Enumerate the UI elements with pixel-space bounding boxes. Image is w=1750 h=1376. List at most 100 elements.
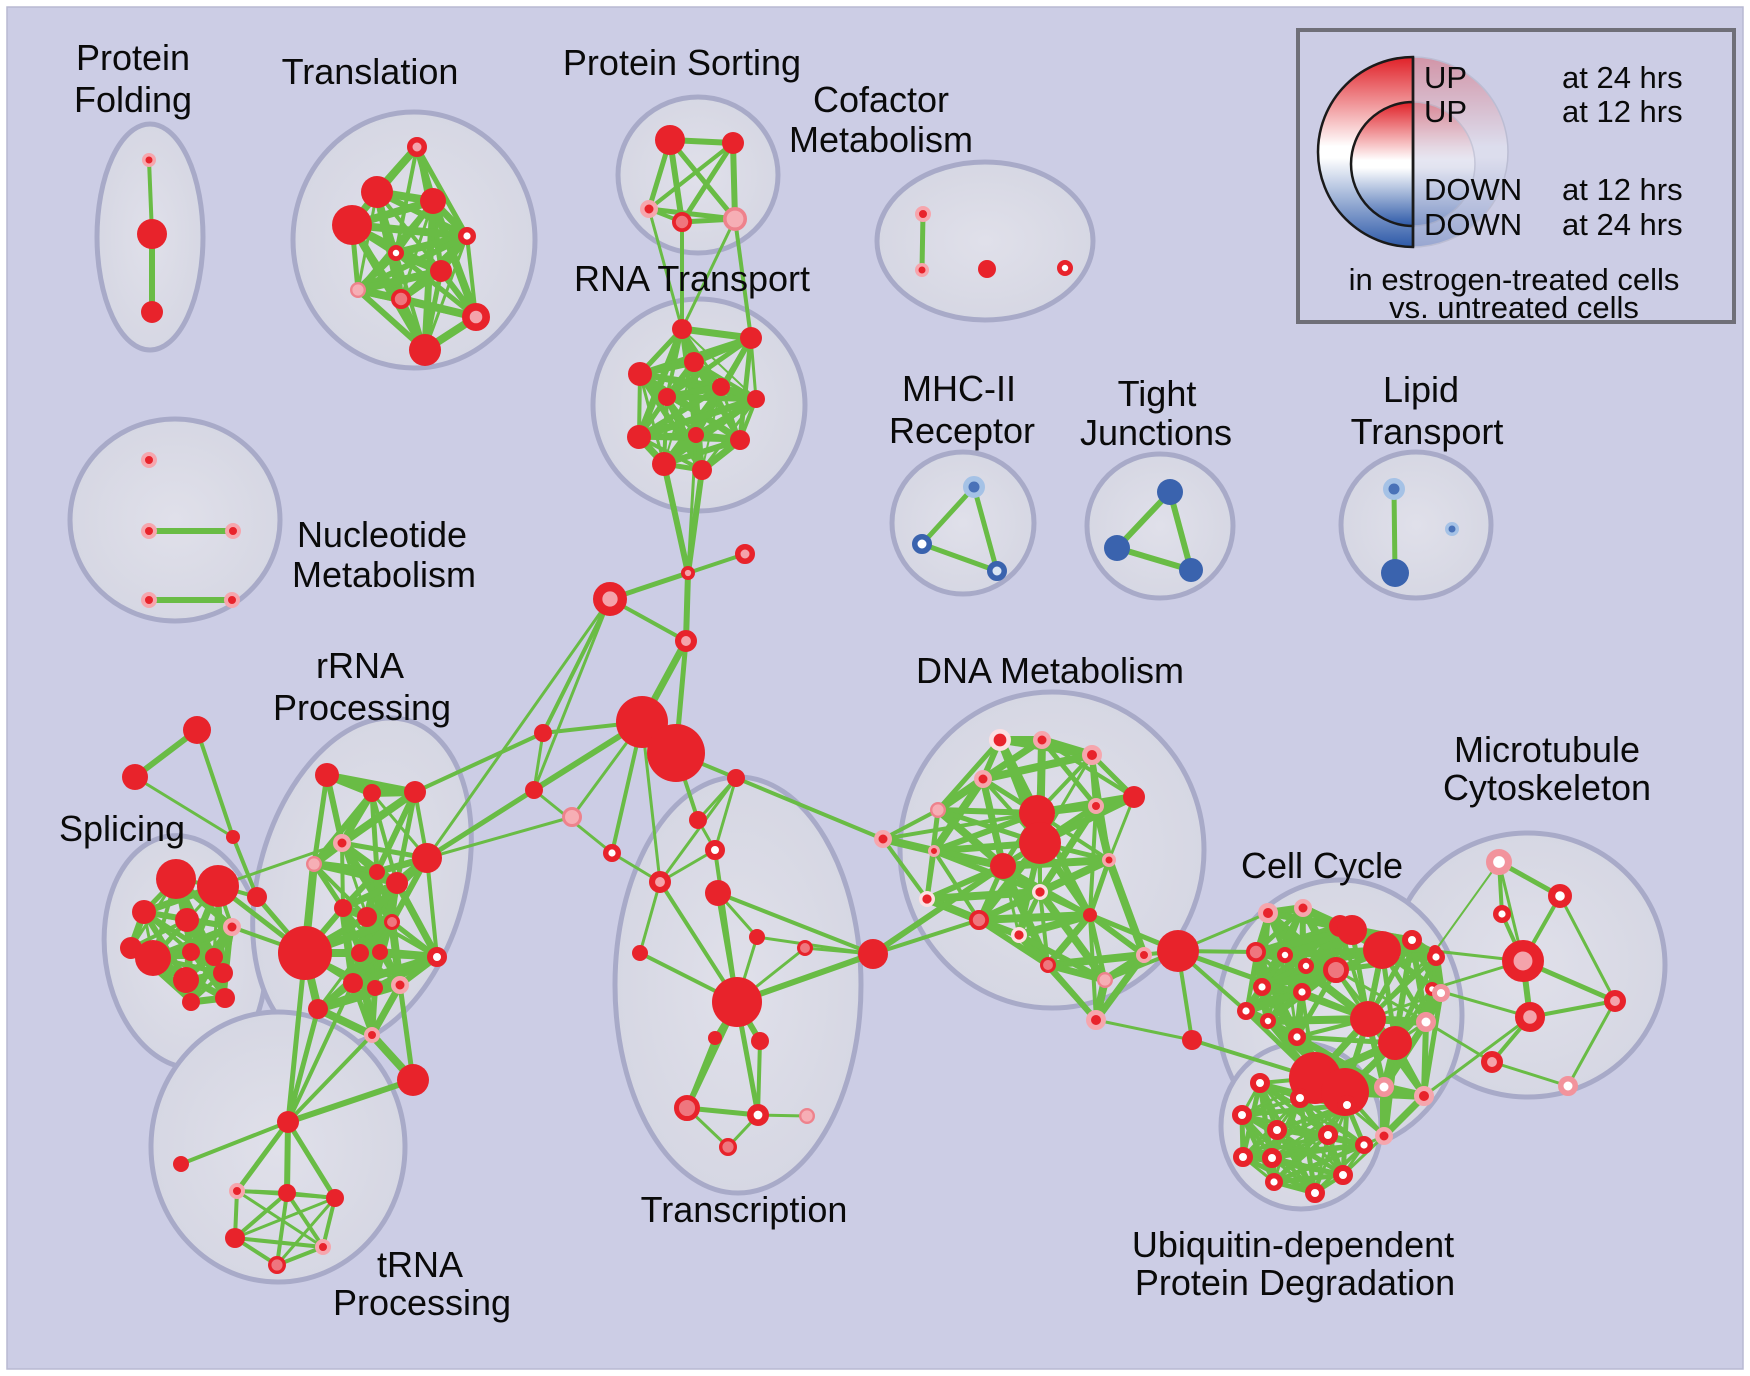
interaction-edge (1272, 1133, 1330, 1184)
cluster-label-pf: Protein (76, 37, 190, 78)
gene-node-tn (173, 1156, 189, 1172)
interaction-edge (1270, 1143, 1366, 1160)
gene-node-free (735, 544, 755, 564)
interaction-edge (1167, 489, 1194, 573)
interaction-edge (216, 841, 344, 888)
interaction-edge (871, 918, 981, 956)
gene-node-free (680, 565, 695, 580)
gene-node-rr (427, 947, 447, 967)
cluster-label-rr: Processing (273, 687, 451, 728)
cluster-label-tn: Processing (333, 1282, 511, 1323)
interaction-edge (679, 140, 736, 225)
gene-node-free (592, 581, 627, 616)
gene-node-dn (988, 728, 1011, 751)
gene-node-nm (141, 452, 157, 468)
gene-node-cf (978, 260, 996, 278)
gene-node-tr (673, 1094, 700, 1121)
interaction-edge (368, 981, 404, 1039)
interaction-edge (311, 772, 330, 867)
interaction-edge (1037, 889, 1093, 918)
interaction-edge (635, 395, 760, 441)
gene-node-rt (740, 327, 762, 349)
gene-node-tj (1179, 558, 1203, 582)
interaction-edge (661, 461, 691, 576)
gene-node-cc (1426, 948, 1445, 967)
gene-node-dn (1019, 822, 1061, 864)
gene-node-ps (672, 211, 693, 232)
legend-time-1: at 12 hrs (1562, 94, 1683, 129)
gene-node-ub (1305, 1183, 1325, 1203)
interaction-edge (635, 325, 686, 441)
gene-node-cc (1277, 947, 1294, 964)
gene-node-free (525, 781, 543, 799)
cluster-bubble-tj (1084, 451, 1236, 601)
cluster-label-tj: Tight (1118, 373, 1197, 414)
gene-node-cc (1258, 903, 1278, 923)
gene-node-dn (1096, 972, 1113, 989)
gene-node-rr (412, 843, 442, 873)
interaction-edge (234, 1119, 291, 1194)
interaction-edge (275, 1196, 337, 1267)
interaction-edge (1242, 988, 1306, 1015)
gene-node-free (122, 764, 148, 790)
gene-node-cc (1375, 1127, 1393, 1145)
interaction-edge (233, 1191, 289, 1240)
interaction-edge (713, 776, 738, 852)
interaction-edge (541, 597, 612, 735)
gene-node-sp (215, 988, 235, 1008)
gene-node-tn (267, 1255, 286, 1274)
gene-node-tr (797, 940, 814, 957)
gene-node-tl (361, 176, 393, 208)
gene-node-ub (1264, 1172, 1283, 1191)
legend-caption-1: vs. untreated cells (1389, 290, 1639, 325)
gene-node-cc (1292, 983, 1311, 1002)
interaction-edge (354, 267, 445, 294)
cluster-label-cf: Cofactor (813, 79, 949, 120)
cluster-label-nm: Nucleotide (297, 514, 467, 555)
gene-node-free (675, 630, 698, 653)
legend-direction-2: DOWN (1424, 172, 1522, 207)
interaction-edge (340, 841, 345, 910)
interaction-edge (636, 384, 724, 440)
gene-node-ps (722, 132, 744, 154)
gene-node-tr (705, 880, 731, 906)
interaction-edge (647, 141, 735, 211)
gene-node-cc (1337, 915, 1367, 945)
gene-node-rt (692, 460, 712, 480)
gene-node-tn (278, 1184, 296, 1202)
legend-ring-inner (1349, 100, 1415, 228)
interaction-edge (1392, 937, 1415, 1046)
gene-node-sp (135, 940, 171, 976)
gene-node-dn (1082, 745, 1102, 765)
gene-node-free (562, 807, 582, 827)
gene-node-tr (632, 945, 648, 961)
gene-node-cc (1431, 983, 1450, 1002)
interaction-edge (737, 335, 754, 443)
interaction-edge (661, 437, 743, 467)
gene-node-tl (390, 288, 411, 309)
gene-node-sp (197, 865, 239, 907)
gene-node-ub (1354, 1135, 1373, 1154)
gene-node-tr (649, 871, 672, 894)
interaction-edge (693, 396, 759, 438)
gene-node-tn (229, 1183, 245, 1199)
gene-node-ub (1250, 1073, 1270, 1093)
gene-node-ub (1337, 1095, 1357, 1115)
gene-node-rr (391, 976, 409, 994)
interaction-edge (1105, 856, 1148, 959)
interaction-edge (1087, 857, 1112, 918)
gene-node-pf (137, 219, 167, 249)
gene-node-rt (684, 352, 704, 372)
gene-node-rr (315, 763, 339, 787)
cluster-label-nm: Metabolism (292, 554, 476, 595)
interaction-edge (733, 217, 753, 340)
gene-node-tl (430, 260, 452, 282)
interaction-edge (1040, 738, 1136, 799)
gene-node-mh (963, 476, 985, 498)
gene-node-ub (1290, 1088, 1310, 1108)
gene-node-dn (1040, 957, 1057, 974)
gene-node-tr (749, 929, 765, 945)
gene-node-sp (213, 963, 233, 983)
cluster-label-ub: Ubiquitin-dependent (1132, 1224, 1454, 1265)
gene-node-tn (225, 1228, 245, 1248)
